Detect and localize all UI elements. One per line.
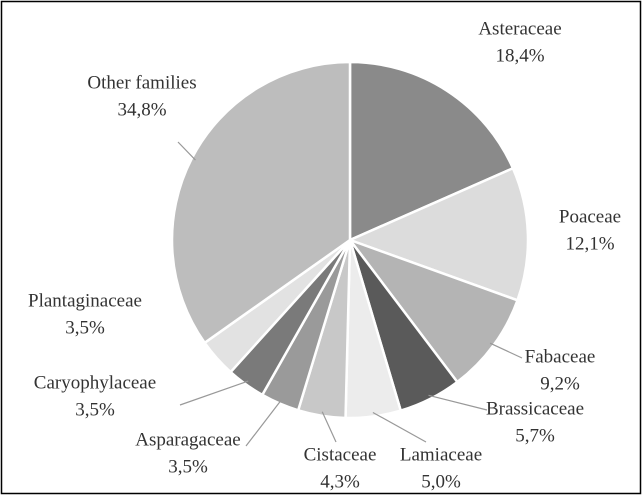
slice-value-label: 4,3% — [320, 471, 360, 492]
pie-slice — [348, 60, 515, 242]
slice-label: Other families — [87, 72, 196, 93]
slice-label: Cistaceae — [304, 444, 377, 465]
leader-line — [372, 411, 427, 443]
pie-slice — [346, 166, 530, 302]
slice-value-label: 9,2% — [540, 373, 580, 394]
slice-value-label: 3,5% — [168, 456, 208, 477]
slice-value-label: 12,1% — [565, 233, 614, 254]
leader-line — [245, 399, 282, 447]
slice-value-label: 34,8% — [117, 99, 166, 120]
slice-label: Asparagaceae — [135, 429, 240, 450]
slice-label: Caryophylaceae — [34, 372, 156, 393]
leader-line — [321, 411, 337, 443]
slice-value-label: 5,0% — [421, 471, 461, 492]
slice-label: Poaceae — [559, 206, 621, 227]
leader-line — [489, 342, 523, 359]
slice-label: Asteraceae — [478, 18, 561, 39]
slice-value-label: 5,7% — [515, 425, 555, 446]
slice-value-label: 3,5% — [75, 399, 115, 420]
leader-line — [177, 141, 196, 161]
leader-line — [179, 380, 249, 406]
slice-value-label: 3,5% — [65, 317, 105, 338]
slice-label: Fabaceae — [525, 346, 596, 367]
slice-value-label: 18,4% — [495, 45, 544, 66]
slice-label: Brassicaceae — [486, 398, 584, 419]
pie-slice — [170, 60, 352, 345]
slice-label: Lamiaceae — [400, 444, 482, 465]
pie-slice — [346, 237, 520, 384]
slice-label: Plantaginaceae — [28, 290, 142, 311]
leader-line — [428, 394, 488, 411]
